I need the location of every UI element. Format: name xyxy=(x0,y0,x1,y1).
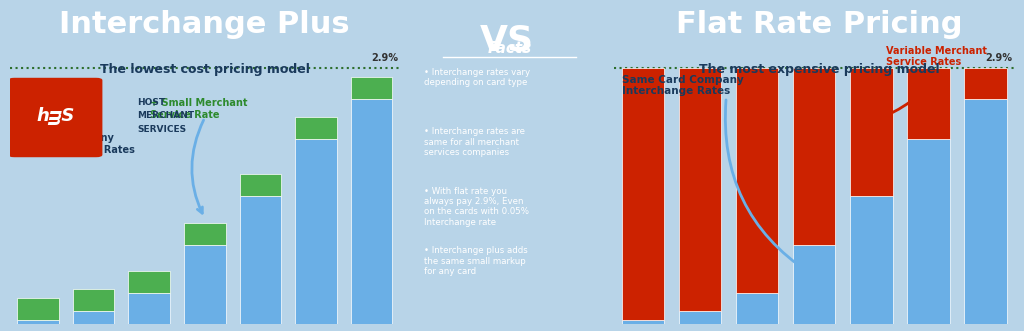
Bar xyxy=(622,320,665,324)
Bar xyxy=(73,289,115,311)
Bar xyxy=(128,271,170,294)
Bar xyxy=(907,69,949,139)
Bar xyxy=(793,69,836,245)
Bar xyxy=(295,139,337,324)
Bar xyxy=(679,311,721,324)
FancyBboxPatch shape xyxy=(8,78,102,157)
Bar xyxy=(73,311,115,324)
Text: hᴟS: hᴟS xyxy=(36,107,75,125)
Text: MERCHANT: MERCHANT xyxy=(137,111,195,120)
Bar xyxy=(907,139,949,324)
Bar xyxy=(184,223,225,245)
Bar xyxy=(17,320,59,324)
Text: The most expensive pricing model: The most expensive pricing model xyxy=(699,63,939,76)
Text: The lowest cost pricing model: The lowest cost pricing model xyxy=(100,63,309,76)
Bar xyxy=(350,99,392,324)
Bar xyxy=(128,294,170,324)
Bar xyxy=(793,245,836,324)
Bar xyxy=(17,298,59,320)
Text: • Interchange plus adds
the same small markup
for any card: • Interchange plus adds the same small m… xyxy=(424,246,528,276)
Text: Card Company
Interchange Rates: Card Company Interchange Rates xyxy=(34,133,134,155)
Bar xyxy=(850,196,893,324)
Text: Flat Rate Pricing: Flat Rate Pricing xyxy=(676,10,963,39)
Text: Same Card Company
Interchange Rates: Same Card Company Interchange Rates xyxy=(623,75,744,96)
Bar xyxy=(350,77,392,99)
Text: • Interchange rates vary
depending on card type: • Interchange rates vary depending on ca… xyxy=(424,68,530,87)
Bar xyxy=(735,294,778,324)
Text: Interchange Plus: Interchange Plus xyxy=(59,10,350,39)
Bar xyxy=(240,196,282,324)
Text: Facts: Facts xyxy=(487,41,531,56)
Text: • Interchange rates are
same for all merchant
services companies: • Interchange rates are same for all mer… xyxy=(424,127,525,157)
Bar xyxy=(679,69,721,311)
Bar xyxy=(184,245,225,324)
Bar xyxy=(295,117,337,139)
Text: • With flat rate you
always pay 2.9%, Even
on the cards with 0.05%
Interchange r: • With flat rate you always pay 2.9%, Ev… xyxy=(424,187,529,227)
Bar xyxy=(964,99,1007,324)
Bar xyxy=(964,69,1007,99)
Text: 2.9%: 2.9% xyxy=(986,53,1013,63)
Text: SERVICES: SERVICES xyxy=(137,124,186,134)
Text: + Small Merchant
Service Rate: + Small Merchant Service Rate xyxy=(151,98,248,119)
Bar xyxy=(622,69,665,320)
Bar xyxy=(735,69,778,294)
Text: HOST: HOST xyxy=(137,98,165,107)
Bar xyxy=(240,174,282,196)
Text: VS: VS xyxy=(480,23,534,57)
Bar xyxy=(850,69,893,196)
Text: Variable Merchant
Service Rates: Variable Merchant Service Rates xyxy=(886,46,987,67)
Text: 2.9%: 2.9% xyxy=(372,53,398,63)
